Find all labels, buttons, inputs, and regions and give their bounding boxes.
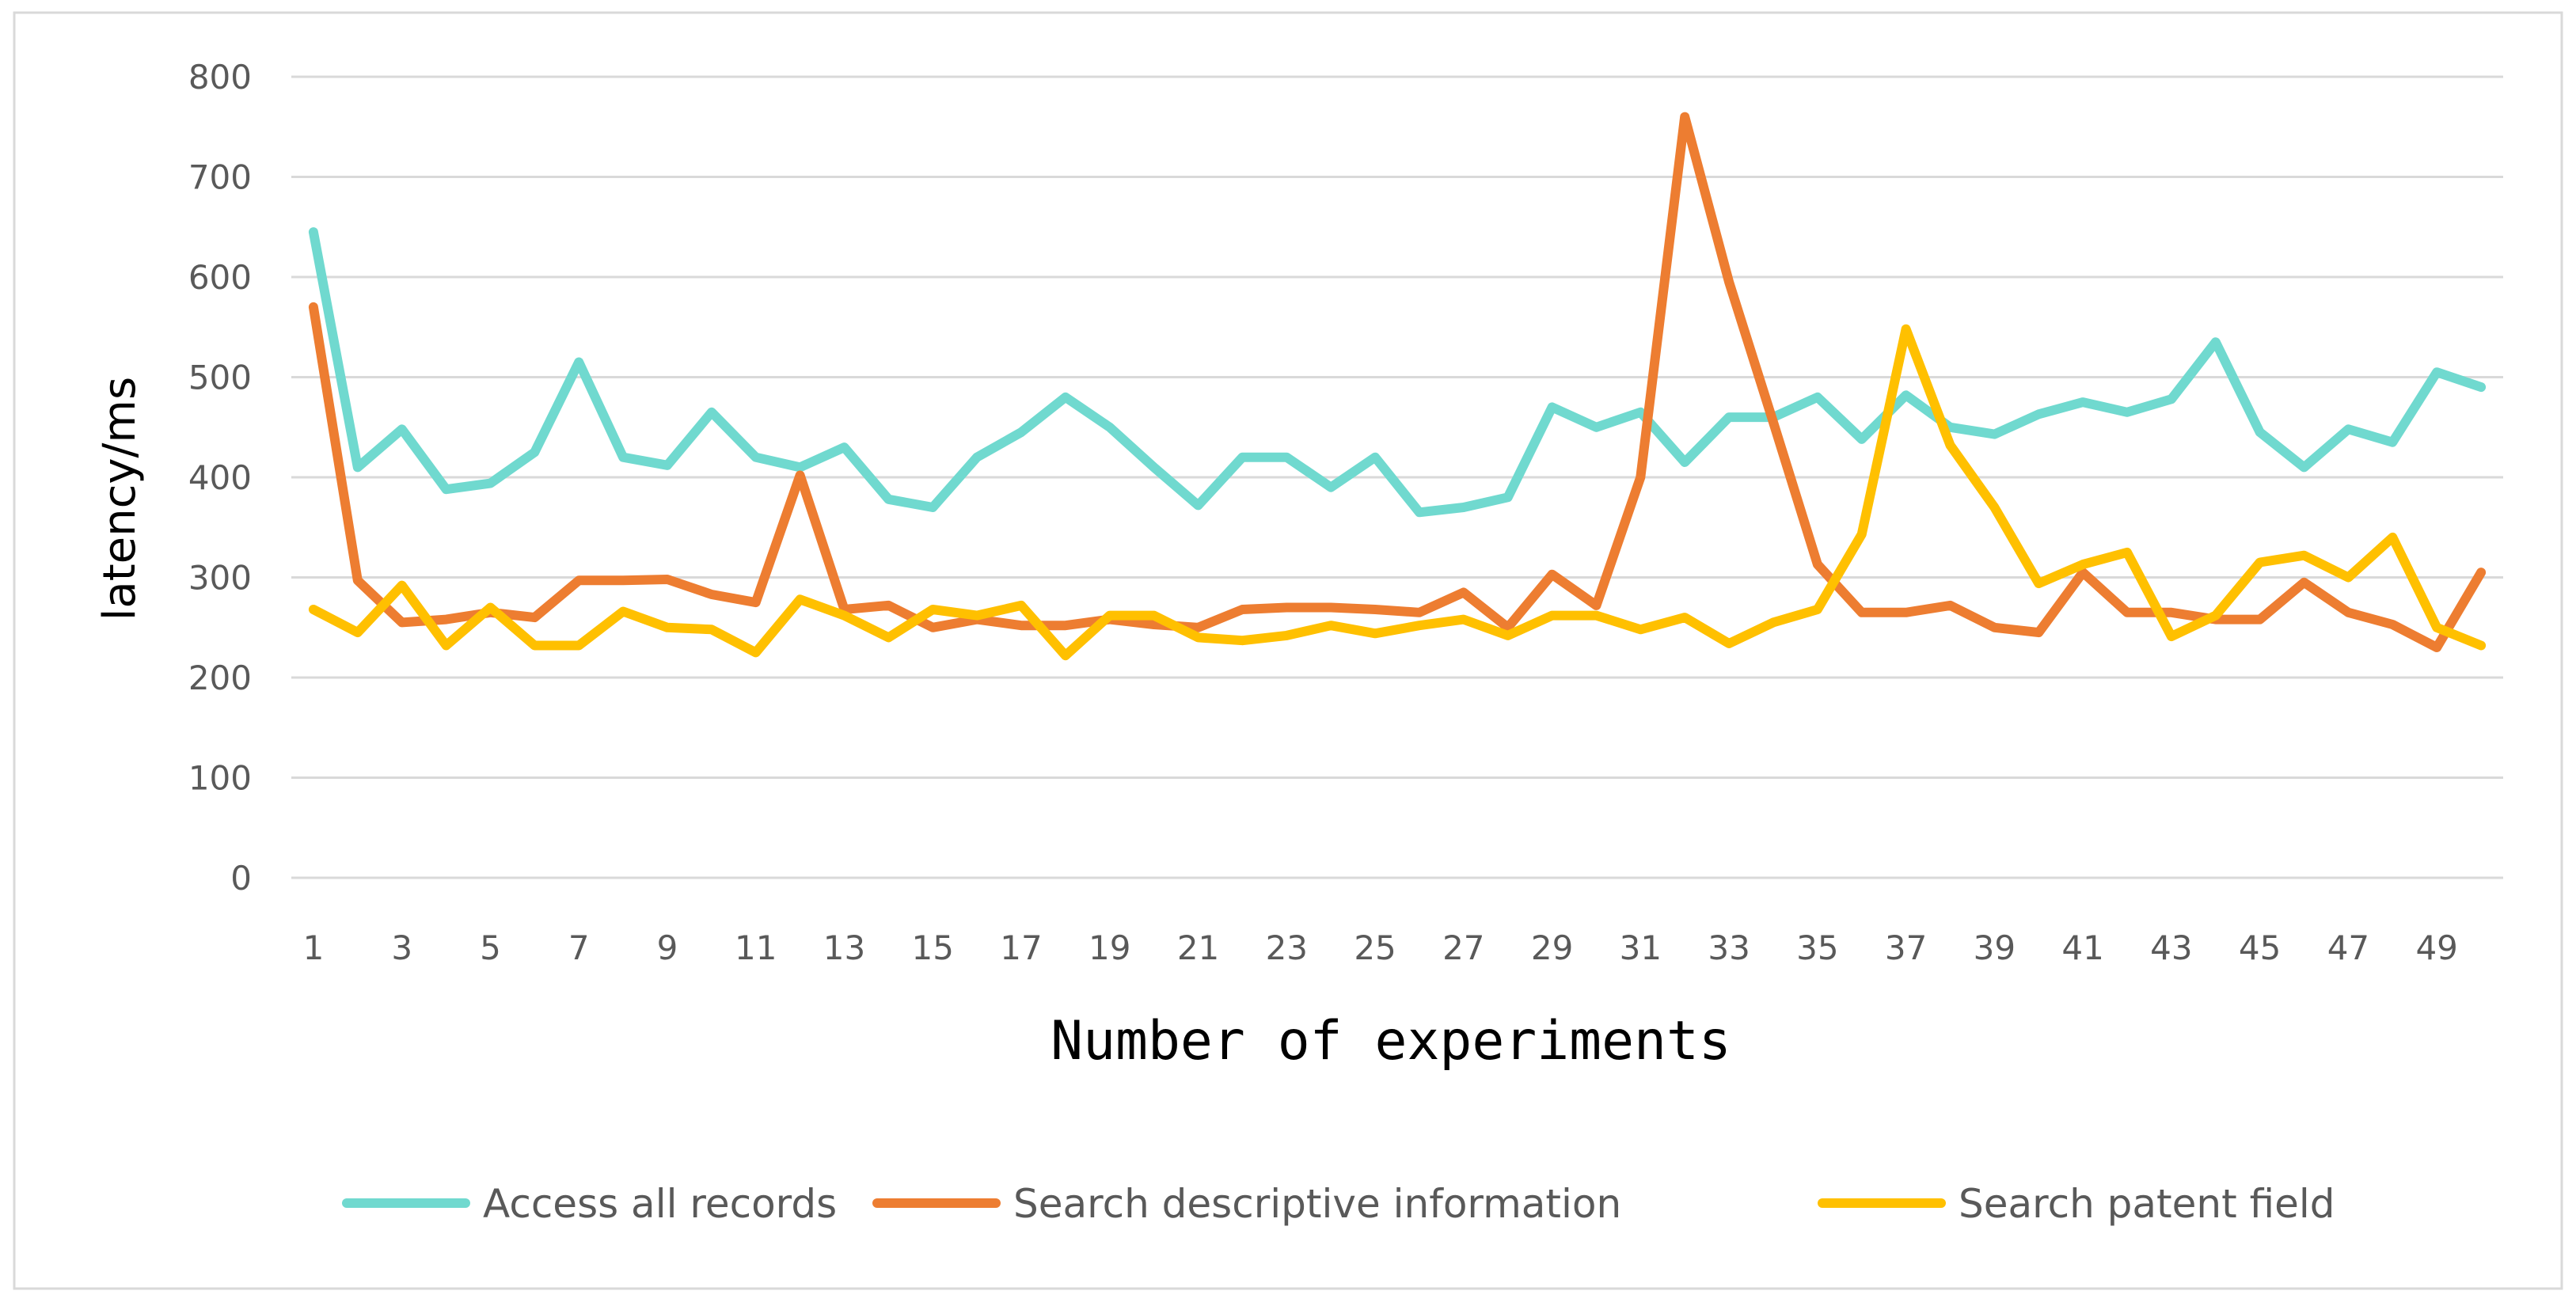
x-tick-label: 5 <box>480 928 501 967</box>
x-tick-label: 13 <box>823 928 865 967</box>
x-tick-label: 47 <box>2327 928 2369 967</box>
y-tick-label: 700 <box>188 158 252 197</box>
y-axis-label: latency/ms <box>94 377 146 621</box>
x-tick-label: 11 <box>735 928 777 967</box>
y-tick-label: 0 <box>230 859 252 898</box>
series-line-2 <box>308 112 2487 652</box>
x-tick-label: 25 <box>1354 928 1396 967</box>
x-tick-label: 1 <box>303 928 325 967</box>
x-tick-label: 17 <box>1000 928 1042 967</box>
x-axis-label: Number of experiments <box>1051 1010 1731 1073</box>
chart-border <box>13 11 2563 1290</box>
legend-label-2: Search descriptive information <box>1013 1181 1621 1227</box>
y-tick-label: 400 <box>188 458 252 497</box>
x-tick-label: 41 <box>2061 928 2103 967</box>
legend-label-3: Search patent field <box>1959 1181 2335 1227</box>
x-axis-ticks: 1 3 5 7 9 11 13 15 17 19 21 23 25 27 29 31 33 35 37 39 41 43 4… <box>303 928 2458 967</box>
x-tick-label: 3 <box>391 928 412 967</box>
y-tick-label: 600 <box>188 258 252 297</box>
x-tick-label: 19 <box>1089 928 1130 967</box>
x-tick-label: 27 <box>1442 928 1484 967</box>
x-tick-label: 43 <box>2150 928 2192 967</box>
y-tick-label: 500 <box>188 359 252 397</box>
x-tick-label: 33 <box>1708 928 1750 967</box>
series-line-1 <box>308 227 2487 518</box>
y-tick-label: 200 <box>188 659 252 697</box>
legend-label-1: Access all records <box>483 1181 837 1227</box>
x-tick-label: 37 <box>1885 928 1927 967</box>
x-tick-label: 29 <box>1531 928 1573 967</box>
y-axis-ticks: 0 100 200 300 400 500 600 700 800 <box>188 58 252 898</box>
x-tick-label: 45 <box>2239 928 2281 967</box>
y-tick-label: 800 <box>188 58 252 97</box>
series-line-3 <box>308 324 2487 661</box>
y-tick-label: 300 <box>188 559 252 598</box>
series-lines <box>308 112 2487 661</box>
x-tick-label: 15 <box>912 928 954 967</box>
legend: Access all records Search descriptive inf… <box>342 1181 2335 1227</box>
x-tick-label: 49 <box>2415 928 2457 967</box>
x-tick-label: 21 <box>1177 928 1219 967</box>
x-tick-label: 9 <box>657 928 678 967</box>
x-tick-label: 7 <box>568 928 590 967</box>
x-tick-label: 39 <box>1974 928 2016 967</box>
x-tick-label: 35 <box>1796 928 1838 967</box>
x-tick-label: 23 <box>1266 928 1308 967</box>
y-tick-label: 100 <box>188 759 252 798</box>
x-tick-label: 31 <box>1620 928 1662 967</box>
